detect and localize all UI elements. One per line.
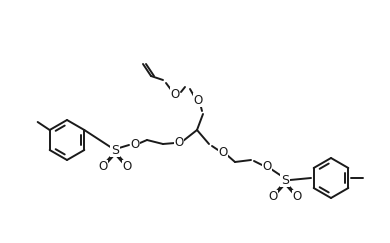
Text: O: O bbox=[174, 136, 184, 148]
Text: O: O bbox=[193, 94, 203, 106]
Text: O: O bbox=[218, 146, 228, 158]
Text: O: O bbox=[122, 160, 132, 174]
Text: O: O bbox=[262, 159, 271, 173]
Text: O: O bbox=[98, 160, 108, 174]
Text: S: S bbox=[281, 174, 289, 186]
Text: O: O bbox=[130, 138, 140, 150]
Text: O: O bbox=[170, 87, 180, 101]
Text: S: S bbox=[111, 144, 119, 156]
Text: O: O bbox=[268, 191, 278, 203]
Text: O: O bbox=[292, 191, 301, 203]
